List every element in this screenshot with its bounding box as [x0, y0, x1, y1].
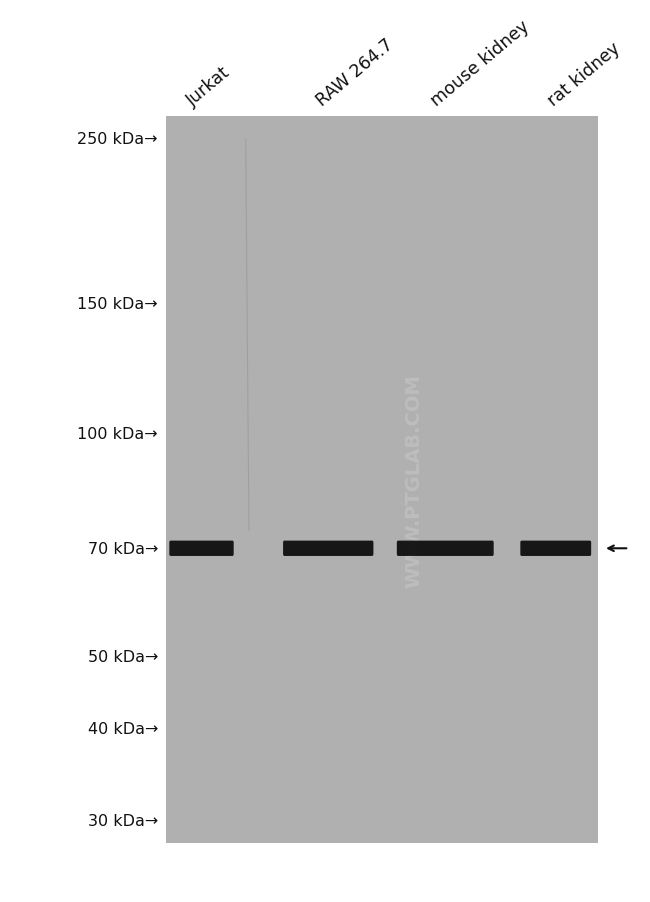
- Text: 40 kDa→: 40 kDa→: [88, 721, 158, 736]
- FancyBboxPatch shape: [169, 541, 234, 557]
- Text: WWW.PTGLAB.COM: WWW.PTGLAB.COM: [405, 373, 424, 587]
- FancyBboxPatch shape: [283, 541, 373, 557]
- Text: rat kidney: rat kidney: [544, 40, 623, 110]
- Text: 250 kDa→: 250 kDa→: [77, 133, 158, 147]
- Bar: [166, 117, 598, 843]
- Text: 100 kDa→: 100 kDa→: [77, 427, 158, 442]
- Text: 50 kDa→: 50 kDa→: [88, 649, 158, 664]
- Text: mouse kidney: mouse kidney: [427, 18, 532, 110]
- Text: 70 kDa→: 70 kDa→: [88, 541, 158, 557]
- Text: 150 kDa→: 150 kDa→: [77, 297, 158, 311]
- FancyBboxPatch shape: [521, 541, 592, 557]
- Text: 30 kDa→: 30 kDa→: [88, 814, 158, 828]
- FancyBboxPatch shape: [396, 541, 494, 557]
- Text: RAW 264.7: RAW 264.7: [313, 36, 397, 110]
- Text: Jurkat: Jurkat: [183, 64, 234, 110]
